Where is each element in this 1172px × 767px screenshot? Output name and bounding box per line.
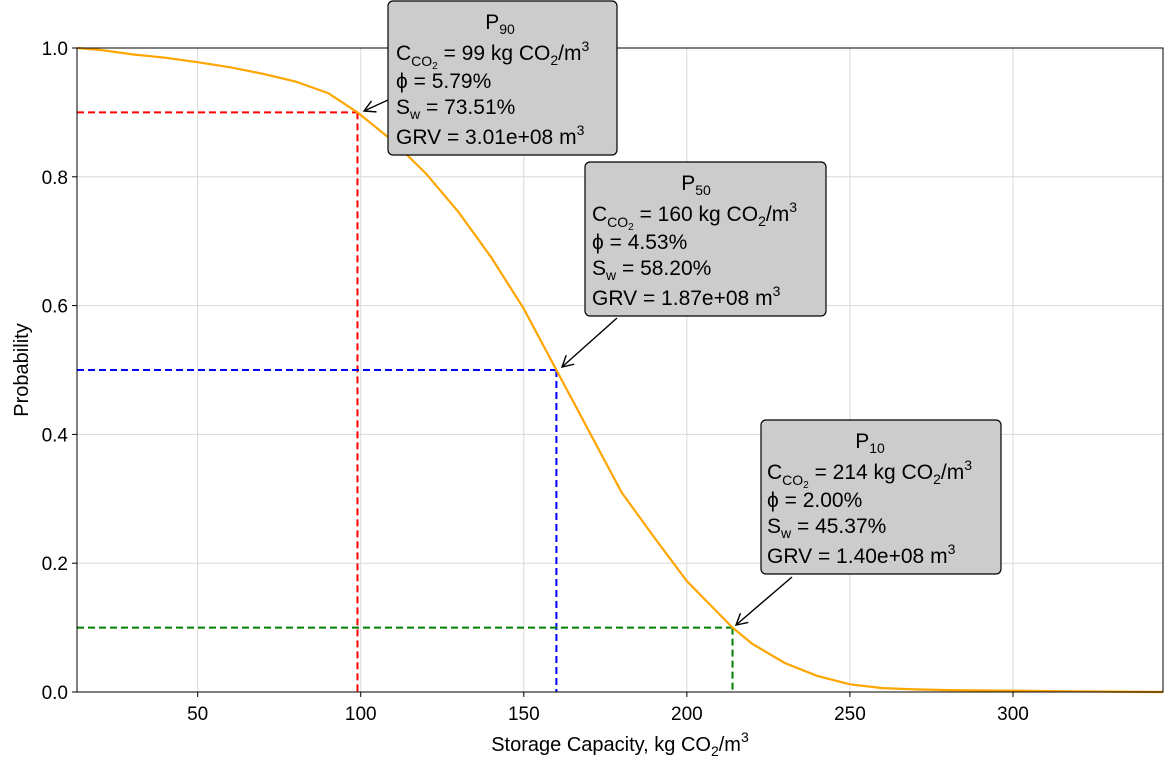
annotation-saturation-p90: Sw = 73.51% — [396, 96, 515, 122]
annotation-arrow-p90 — [362, 99, 389, 113]
annotation-title-p90: P90 — [485, 11, 515, 37]
annotation-porosity-p10: ϕ = 2.00% — [767, 489, 862, 512]
annotation-saturation-p50: Sw = 58.20% — [592, 257, 711, 283]
percentile-annotations: P90 CCO2 = 99 kg CO2/m3 ϕ = 5.79% Sw = 7… — [362, 0, 1002, 626]
annotation-grv-p50: GRV = 1.87e+08 m3 — [592, 283, 781, 310]
annotation-grv-p10: GRV = 1.40e+08 m3 — [767, 541, 956, 568]
annotation-p90: P90 CCO2 = 99 kg CO2/m3 ϕ = 5.79% Sw = 7… — [362, 0, 618, 156]
y-tick-label: 0.0 — [42, 683, 68, 704]
y-tick-label: 1.0 — [42, 39, 68, 60]
x-axis-label: Storage Capacity, kg CO2/m3 — [491, 729, 749, 759]
exceedance-curve — [76, 46, 1164, 694]
annotation-p10: P10 CCO2 = 214 kg CO2/m3 ϕ = 2.00% Sw = … — [734, 419, 1002, 626]
x-axis-ticks: 50 100 150 200 250 300 — [187, 692, 1029, 725]
y-tick-label: 0.4 — [42, 425, 69, 446]
y-axis-ticks: 0.0 0.2 0.4 0.6 0.8 1.0 — [42, 39, 77, 704]
annotation-saturation-p10: Sw = 45.37% — [767, 515, 886, 541]
y-tick-label: 0.6 — [42, 297, 68, 318]
annotation-box-p10 — [760, 419, 1002, 575]
y-axis-label: Probability — [11, 323, 33, 416]
x-tick-label: 50 — [187, 704, 208, 725]
x-tick-label: 250 — [834, 704, 866, 725]
annotation-p50: P50 CCO2 = 160 kg CO2/m3 ϕ = 4.53% Sw = … — [560, 161, 827, 368]
annotation-title-p10: P10 — [855, 430, 885, 456]
percentile-guide-lines — [77, 111, 734, 692]
annotation-capacity-p50: CCO2 = 160 kg CO2/m3 — [592, 199, 797, 233]
annotation-arrow-p50 — [560, 317, 618, 368]
annotation-box-p50 — [584, 161, 827, 317]
annotation-title-p50: P50 — [681, 172, 711, 198]
annotation-capacity-p10: CCO2 = 214 kg CO2/m3 — [767, 457, 972, 491]
x-tick-label: 100 — [345, 704, 377, 725]
annotation-porosity-p50: ϕ = 4.53% — [592, 231, 687, 254]
x-tick-label: 300 — [997, 704, 1029, 725]
y-tick-label: 0.8 — [42, 168, 68, 189]
annotation-capacity-p90: CCO2 = 99 kg CO2/m3 — [396, 38, 590, 72]
annotation-arrow-p10 — [734, 576, 793, 626]
annotation-grv-p90: GRV = 3.01e+08 m3 — [396, 122, 585, 149]
plot-frame — [76, 47, 1164, 693]
grid-lines — [77, 47, 1163, 693]
annotation-porosity-p90: ϕ = 5.79% — [396, 70, 491, 93]
y-tick-label: 0.2 — [42, 554, 68, 575]
x-tick-label: 200 — [671, 704, 703, 725]
annotation-box-p90 — [387, 0, 618, 156]
x-tick-label: 150 — [508, 704, 540, 725]
